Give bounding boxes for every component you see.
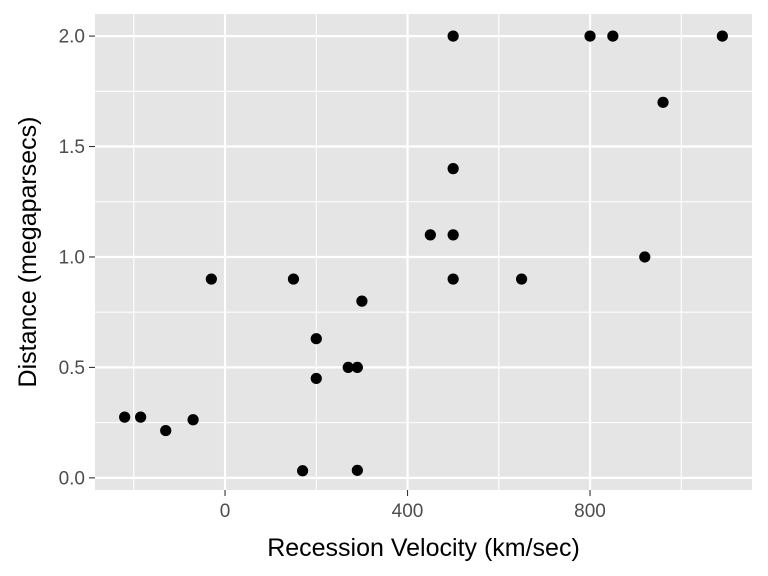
y-tick-label: 0.0 bbox=[59, 468, 85, 489]
data-point bbox=[639, 251, 651, 263]
data-point bbox=[356, 295, 368, 307]
x-axis-ticks: 0 400 800 bbox=[220, 490, 606, 522]
data-point bbox=[287, 273, 300, 285]
data-point bbox=[716, 30, 728, 42]
data-point bbox=[447, 163, 459, 175]
data-point bbox=[342, 361, 354, 374]
y-tick-label: 2.0 bbox=[59, 27, 85, 48]
data-point bbox=[310, 372, 322, 385]
data-point bbox=[607, 30, 619, 42]
data-point bbox=[351, 361, 363, 374]
data-point bbox=[447, 273, 459, 285]
data-point bbox=[310, 333, 322, 345]
x-tick-label: 400 bbox=[392, 501, 424, 522]
x-tick-label: 0 bbox=[220, 501, 231, 522]
data-point bbox=[135, 411, 147, 423]
data-point bbox=[119, 411, 131, 423]
data-point bbox=[351, 464, 363, 476]
data-point bbox=[515, 273, 528, 285]
minor-gridlines bbox=[95, 14, 752, 490]
data-point bbox=[187, 414, 199, 426]
data-point bbox=[205, 273, 217, 285]
data-point bbox=[447, 229, 459, 241]
data-point bbox=[657, 96, 669, 108]
major-gridlines bbox=[95, 14, 752, 490]
data-point bbox=[160, 424, 172, 437]
x-axis-title: Recession Velocity (km/sec) bbox=[267, 534, 580, 562]
x-tick-label: 800 bbox=[574, 501, 606, 522]
data-point bbox=[424, 229, 436, 241]
y-tick-label: 0.5 bbox=[59, 358, 85, 379]
y-tick-label: 1.0 bbox=[59, 247, 85, 268]
y-axis-title: Distance (megaparsecs) bbox=[14, 117, 42, 388]
data-point bbox=[296, 465, 309, 477]
data-points bbox=[119, 30, 728, 477]
y-tick-label: 1.5 bbox=[59, 137, 85, 158]
data-point bbox=[447, 30, 459, 42]
y-axis-ticks: 0.0 0.5 1.0 1.5 2.0 bbox=[59, 27, 95, 489]
data-point bbox=[584, 30, 596, 42]
